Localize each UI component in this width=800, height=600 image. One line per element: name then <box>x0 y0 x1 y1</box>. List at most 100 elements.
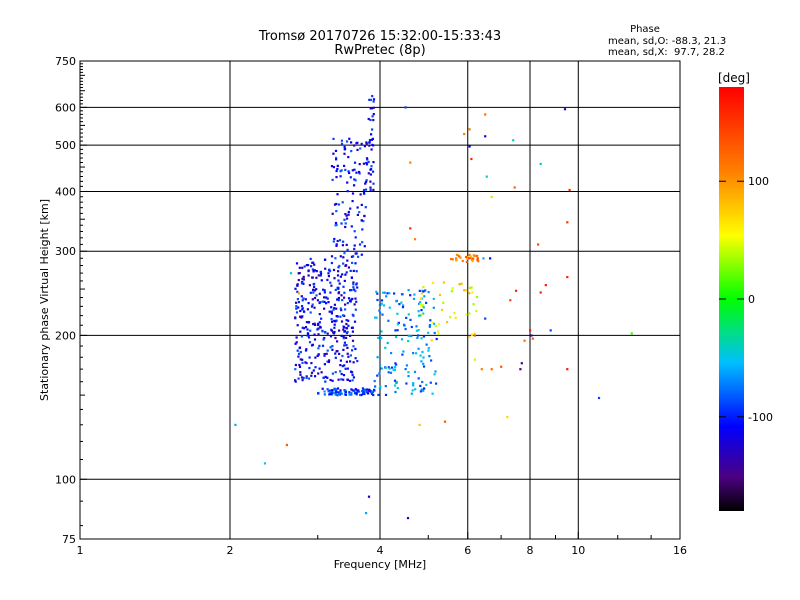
cluster-point <box>351 371 354 374</box>
data-point <box>367 495 371 498</box>
cluster-point <box>417 347 420 350</box>
cluster-point <box>330 310 333 313</box>
cluster-point <box>365 141 368 144</box>
cluster-point <box>307 264 310 267</box>
cluster-point <box>370 390 373 393</box>
cluster-point <box>342 328 345 331</box>
cluster-point <box>468 253 471 256</box>
cluster-point <box>301 361 304 364</box>
cluster-point <box>346 248 349 251</box>
cluster-point <box>437 330 440 333</box>
cluster-point <box>458 255 461 258</box>
cluster-point <box>307 321 311 324</box>
data-point <box>539 291 542 294</box>
cluster-point <box>299 371 302 374</box>
cluster-point <box>417 334 420 337</box>
cluster-point <box>400 301 403 304</box>
cluster-point <box>313 263 316 266</box>
cluster-point <box>299 351 302 354</box>
cluster-point <box>402 323 406 326</box>
cluster-point <box>350 141 353 144</box>
cluster-point <box>379 385 382 388</box>
cluster-point <box>359 193 362 196</box>
cluster-point <box>311 298 314 301</box>
data-point <box>520 362 523 365</box>
cluster-point <box>354 347 357 351</box>
cluster-point <box>351 261 354 264</box>
cluster-point <box>372 393 375 397</box>
cluster-point <box>325 296 328 299</box>
cluster-point <box>297 301 300 304</box>
cluster-point <box>354 308 357 311</box>
cluster-point <box>344 367 347 370</box>
cluster-point <box>332 268 336 272</box>
cluster-point <box>310 374 313 377</box>
cluster-point <box>303 265 306 268</box>
cluster-point <box>355 252 358 255</box>
cluster-point <box>378 387 381 390</box>
cluster-point <box>353 144 356 147</box>
data-point <box>539 162 542 165</box>
cluster-point <box>342 262 345 265</box>
cluster-point <box>465 313 468 316</box>
data-point <box>529 329 532 332</box>
cluster-point <box>468 286 472 289</box>
cluster-point <box>339 307 342 310</box>
cluster-point <box>398 303 401 306</box>
cluster-point <box>422 304 425 307</box>
cluster-point <box>310 371 314 374</box>
cluster-point <box>433 331 436 335</box>
cluster-point <box>374 316 377 319</box>
cluster-point <box>384 366 387 369</box>
cluster-point <box>325 352 328 355</box>
cluster-point <box>370 107 373 110</box>
cluster-point <box>330 165 334 168</box>
cluster-point <box>376 298 379 302</box>
cluster-point <box>373 388 376 391</box>
cluster-point <box>353 168 356 171</box>
cluster-point <box>298 272 301 275</box>
cluster-point <box>369 118 372 122</box>
cluster-point <box>354 388 357 391</box>
x-tick-label: 6 <box>464 544 471 557</box>
cluster-point <box>347 210 350 214</box>
cluster-point <box>320 272 323 275</box>
cluster-point <box>304 349 308 352</box>
cluster-point <box>427 331 430 334</box>
cluster-point <box>362 220 365 223</box>
cluster-point <box>329 378 332 382</box>
data-point <box>413 238 417 241</box>
cluster-point <box>425 343 428 346</box>
cluster-point <box>306 308 309 311</box>
cluster-point <box>428 355 431 358</box>
cluster-point <box>333 203 337 206</box>
cluster-point <box>299 315 302 318</box>
cluster-point <box>339 359 342 362</box>
cluster-point <box>434 324 437 328</box>
cluster-point <box>338 329 341 332</box>
cluster-point <box>327 301 330 304</box>
data-point <box>568 188 571 192</box>
cluster-point <box>346 190 349 193</box>
x-tick-label: 4 <box>377 544 384 557</box>
cluster-point <box>360 253 363 256</box>
cluster-point <box>328 310 331 313</box>
cluster-point <box>366 158 369 161</box>
cluster-point <box>455 257 458 260</box>
cluster-point <box>376 374 379 377</box>
cluster-point <box>326 376 329 379</box>
cluster-point <box>422 312 425 315</box>
cluster-point <box>333 319 336 322</box>
cluster-point <box>388 306 391 309</box>
cluster-point <box>450 290 453 293</box>
cluster-point <box>345 322 348 326</box>
cluster-point <box>356 360 359 363</box>
cluster-point <box>346 367 349 370</box>
cluster-point <box>323 353 326 356</box>
cluster-point <box>334 224 337 227</box>
cluster-point <box>353 230 356 233</box>
cluster-point <box>361 390 364 393</box>
cluster-point <box>393 379 397 382</box>
cluster-point <box>354 290 357 293</box>
cluster-point <box>317 333 320 336</box>
